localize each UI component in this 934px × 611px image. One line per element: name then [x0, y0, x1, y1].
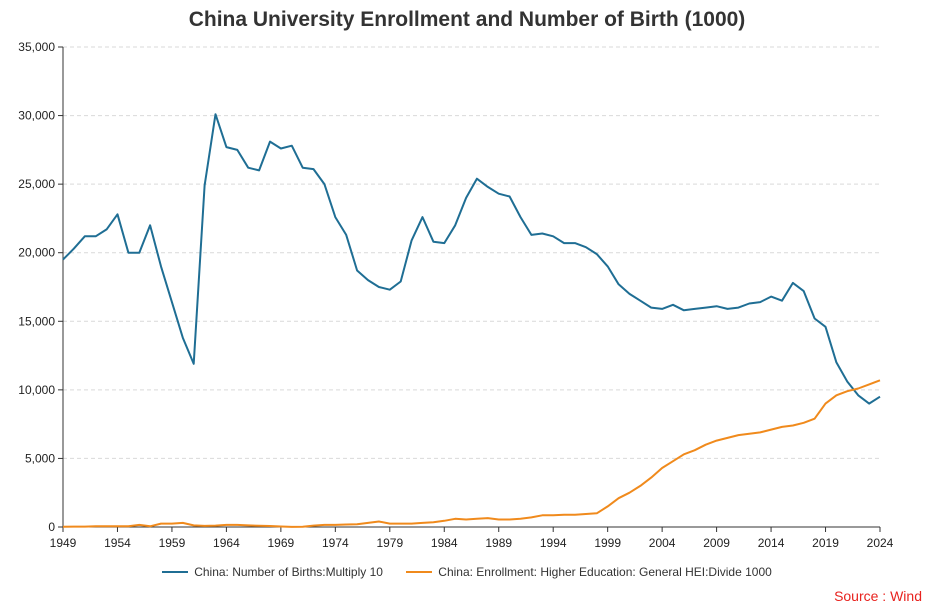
y-tick-label: 20,000: [18, 246, 55, 260]
series-line-births: [62, 113, 881, 405]
x-tick-label: 1994: [540, 536, 567, 550]
x-tick-label: 1999: [594, 536, 621, 550]
series-lines: [62, 113, 881, 528]
y-tick-label: 25,000: [18, 177, 55, 191]
series-line-enrollment: [62, 379, 881, 528]
x-tick-label: 2009: [703, 536, 730, 550]
legend-label-births: China: Number of Births:Multiply 10: [194, 565, 383, 579]
x-tick-label: 2019: [812, 536, 839, 550]
x-tick-label: 1954: [104, 536, 131, 550]
x-tick-label: 1989: [485, 536, 512, 550]
x-tick-label: 1959: [159, 536, 186, 550]
x-tick-label: 1974: [322, 536, 349, 550]
legend-label-enrollment: China: Enrollment: Higher Education: Gen…: [438, 565, 772, 579]
source-note: Source : Wind: [834, 588, 922, 604]
legend-item-births: China: Number of Births:Multiply 10: [162, 565, 383, 579]
x-tick-label: 2014: [758, 536, 785, 550]
y-tick-label: 15,000: [18, 314, 55, 328]
axes: 0 5,000 10,000 15,000 20,000 25,000 30,000 35,0…: [18, 40, 893, 550]
legend-swatch-enrollment: [406, 571, 433, 573]
legend: China: Number of Births:Multiply 10 Chin…: [0, 562, 934, 579]
x-tick-label: 1949: [50, 536, 77, 550]
x-tick-label: 1979: [376, 536, 403, 550]
y-tick-label: 5,000: [25, 451, 55, 465]
y-tick-label: 0: [48, 520, 55, 534]
y-tick-label: 35,000: [18, 40, 55, 54]
x-tick-label: 2004: [649, 536, 676, 550]
x-tick-label: 2024: [867, 536, 894, 550]
x-tick-label: 1964: [213, 536, 240, 550]
y-tick-label: 30,000: [18, 109, 55, 123]
gridlines: [63, 46, 880, 459]
x-tick-label: 1984: [431, 536, 458, 550]
legend-item-enrollment: China: Enrollment: Higher Education: Gen…: [406, 565, 772, 579]
y-tick-label: 10,000: [18, 383, 55, 397]
legend-swatch-births: [162, 571, 189, 573]
x-tick-label: 1969: [268, 536, 295, 550]
chart-title: China University Enrollment and Number o…: [188, 8, 746, 31]
